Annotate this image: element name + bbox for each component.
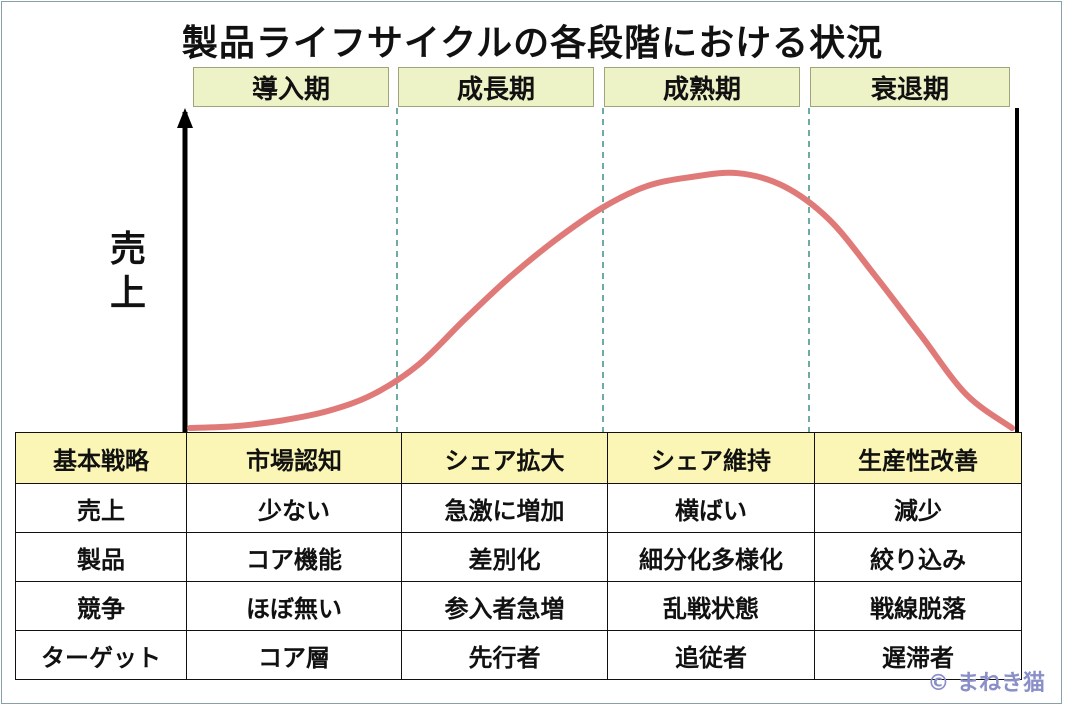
table-row: ターゲット コア層 先行者 追従者 遅滞者	[15, 630, 1022, 680]
table-cell: コア機能	[186, 532, 402, 582]
table-cell: 参入者急増	[401, 581, 608, 631]
table-header-cell: 生産性改善	[814, 432, 1022, 484]
table-row: 製品 コア機能 差別化 細分化多様化 絞り込み	[15, 532, 1022, 582]
table-cell: 細分化多様化	[607, 532, 815, 582]
table-row: 競争 ほぼ無い 参入者急増 乱戦状態 戦線脱落	[15, 581, 1022, 631]
stage-decline: 衰退期	[810, 67, 1010, 107]
table-cell: 急激に増加	[401, 483, 608, 533]
sales-curve-line	[187, 169, 1015, 431]
stage-introduction: 導入期	[193, 67, 389, 107]
table-header-cell: 市場認知	[186, 432, 402, 484]
table-header-cell: シェア拡大	[401, 432, 608, 484]
table-header-cell: 基本戦略	[15, 432, 187, 484]
table-cell: ターゲット	[15, 630, 187, 680]
strategy-table: 基本戦略 市場認知 シェア拡大 シェア維持 生産性改善 売上 少ない 急激に増加…	[15, 432, 1022, 680]
stage-growth: 成長期	[398, 67, 594, 107]
table-cell: ほぼ無い	[186, 581, 402, 631]
page-title: 製品ライフサイクルの各段階における状況	[181, 23, 884, 64]
table-cell: 追従者	[607, 630, 815, 680]
table-cell: 製品	[15, 532, 187, 582]
table-header-row: 基本戦略 市場認知 シェア拡大 シェア維持 生産性改善	[15, 432, 1022, 484]
table-cell: 減少	[814, 483, 1022, 533]
table-cell: 絞り込み	[814, 532, 1022, 582]
table-header-cell: シェア維持	[607, 432, 815, 484]
stage-maturity: 成熟期	[604, 67, 800, 107]
table-cell: 少ない	[186, 483, 402, 533]
table-cell: 売上	[15, 483, 187, 533]
copyright-credit: © まねき猫	[927, 671, 1045, 696]
table-cell: 戦線脱落	[814, 581, 1022, 631]
table-cell: 横ばい	[607, 483, 815, 533]
table-cell: 遅滞者	[814, 630, 1022, 680]
table-cell: 競争	[15, 581, 187, 631]
y-axis-arrowhead	[177, 108, 193, 128]
table-cell: 乱戦状態	[607, 581, 815, 631]
table-cell: 差別化	[401, 532, 608, 582]
table-row: 売上 少ない 急激に増加 横ばい 減少	[15, 483, 1022, 533]
table-cell: 先行者	[401, 630, 608, 680]
y-axis-label: 売上	[109, 229, 146, 314]
table-cell: コア層	[186, 630, 402, 680]
